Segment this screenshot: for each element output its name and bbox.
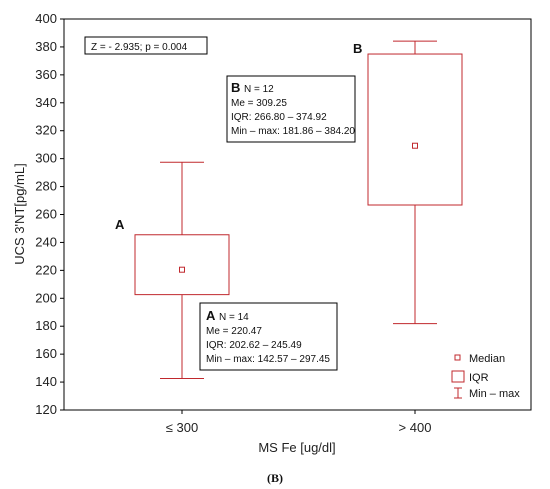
figure-caption: (B) [267, 471, 283, 485]
group-letter-group-2: B [353, 41, 362, 56]
annotation-a-iqr: IQR: 202.62 – 245.49 [206, 340, 302, 351]
y-axis-title: UCS 3'NT[pg/mL] [12, 163, 27, 264]
y-tick-label: 180 [35, 318, 57, 333]
annotation-b-median: Me = 309.25 [231, 98, 287, 109]
stats-annotation: Z = - 2.935; p = 0.004 [84, 36, 208, 55]
legend-minmax-marker [454, 387, 462, 399]
y-tick-label: 220 [35, 262, 57, 277]
annotation-a-n: N = 14 [219, 312, 249, 323]
x-tick-label: > 400 [399, 420, 432, 435]
annotation-group-a: A N = 14 Me = 220.47 IQR: 202.62 – 245.4… [199, 302, 338, 371]
x-axis-title: MS Fe [ug/dl] [258, 440, 335, 455]
median-marker-group-2 [412, 142, 418, 149]
y-tick-label: 140 [35, 374, 57, 389]
y-tick-label: 320 [35, 123, 57, 138]
annotation-b-letter: B [231, 80, 240, 95]
annotation-a-median: Me = 220.47 [206, 326, 262, 337]
y-tick-label: 160 [35, 346, 57, 361]
legend-iqr-marker [451, 370, 465, 383]
annotation-b-minmax: Min – max: 181.86 – 384.20 [231, 126, 355, 137]
x-axis: ≤ 300 > 400 [166, 410, 432, 435]
iqr-box-group-2 [367, 53, 463, 206]
box-series: AB [115, 40, 463, 379]
y-tick-label: 200 [35, 290, 57, 305]
legend-minmax-label: Min – max [469, 388, 520, 400]
annotation-box-a [199, 302, 338, 371]
y-tick-label: 340 [35, 95, 57, 110]
median-marker-group-1 [179, 266, 185, 273]
y-tick-label: 260 [35, 207, 57, 222]
y-tick-label: 280 [35, 179, 57, 194]
y-tick-label: 240 [35, 234, 57, 249]
stats-text: Z = - 2.935; p = 0.004 [91, 42, 188, 53]
iqr-box-group-1 [134, 234, 230, 296]
legend-iqr-label: IQR [469, 372, 489, 384]
y-tick-label: 400 [35, 11, 57, 26]
annotation-box-b [226, 75, 356, 143]
legend-median-label: Median [469, 353, 505, 365]
y-tick-label: 300 [35, 151, 57, 166]
y-tick-label: 380 [35, 39, 57, 54]
y-tick-label: 120 [35, 402, 57, 417]
annotation-a-minmax: Min – max: 142.57 – 297.45 [206, 354, 330, 365]
annotation-b-n: N = 12 [244, 84, 274, 95]
legend-median-marker [454, 354, 461, 361]
stats-box [84, 36, 208, 55]
legend: Median IQR Min – max [451, 353, 520, 400]
annotation-group-b: B N = 12 Me = 309.25 IQR: 266.80 – 374.9… [226, 75, 356, 143]
y-axis: 120 140 160 180 200 220 240 260 280 300 320 340 360 3… [35, 11, 64, 417]
y-tick-label: 360 [35, 67, 57, 82]
annotation-a-letter: A [206, 308, 216, 323]
group-letter-group-1: A [115, 217, 125, 232]
x-tick-label: ≤ 300 [166, 420, 198, 435]
annotation-b-iqr: IQR: 266.80 – 374.92 [231, 112, 327, 123]
